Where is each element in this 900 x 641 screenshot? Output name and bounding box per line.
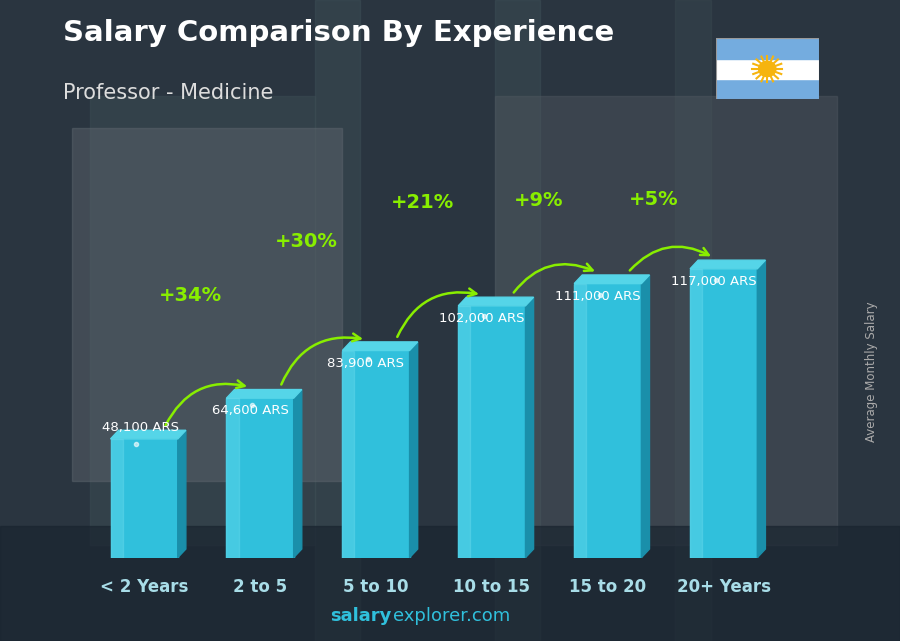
Polygon shape [574,275,650,283]
Bar [227,398,293,558]
Polygon shape [690,260,765,269]
Bar [495,96,837,545]
Bar [458,306,471,558]
Bar [495,0,540,641]
Bar [675,0,711,641]
Polygon shape [757,260,765,558]
Circle shape [759,62,776,76]
Bar [574,283,642,558]
Text: +30%: +30% [275,231,338,251]
Text: < 2 Years: < 2 Years [100,578,188,595]
Polygon shape [410,342,418,558]
Text: +9%: +9% [514,191,563,210]
Text: +34%: +34% [159,286,222,305]
Text: 117,000 ARS: 117,000 ARS [670,275,756,288]
Bar [458,306,526,558]
Bar [111,439,122,558]
Bar [315,0,360,641]
Bar [574,283,586,558]
Bar [227,398,239,558]
Text: 48,100 ARS: 48,100 ARS [103,421,179,434]
Polygon shape [293,390,302,558]
Text: +21%: +21% [391,194,454,213]
Text: 102,000 ARS: 102,000 ARS [439,312,525,325]
Text: 20+ Years: 20+ Years [677,578,770,595]
Text: 2 to 5: 2 to 5 [233,578,287,595]
Bar [716,79,819,99]
Text: Salary Comparison By Experience: Salary Comparison By Experience [63,19,614,47]
Bar [90,96,315,545]
Text: Professor - Medicine: Professor - Medicine [63,83,274,103]
Polygon shape [458,297,534,306]
Text: 111,000 ARS: 111,000 ARS [555,290,641,303]
Text: Average Monthly Salary: Average Monthly Salary [865,301,878,442]
Text: +5%: +5% [629,190,679,209]
Polygon shape [227,390,302,398]
Bar [716,38,819,59]
Text: 64,600 ARS: 64,600 ARS [212,404,288,417]
Bar [342,351,355,558]
Polygon shape [111,430,186,439]
Bar [690,269,702,558]
Text: 10 to 15: 10 to 15 [454,578,530,595]
Text: salary: salary [330,607,392,625]
Bar [342,351,410,558]
Text: 83,900 ARS: 83,900 ARS [328,356,404,370]
Polygon shape [526,297,534,558]
Bar [0,526,900,641]
Polygon shape [342,342,418,351]
Polygon shape [642,275,650,558]
Polygon shape [177,430,186,558]
Text: 15 to 20: 15 to 20 [569,578,646,595]
Text: explorer.com: explorer.com [393,607,510,625]
Bar [690,269,757,558]
Bar [111,439,178,558]
Bar [72,128,342,481]
Text: 5 to 10: 5 to 10 [343,578,409,595]
Bar [716,59,819,79]
